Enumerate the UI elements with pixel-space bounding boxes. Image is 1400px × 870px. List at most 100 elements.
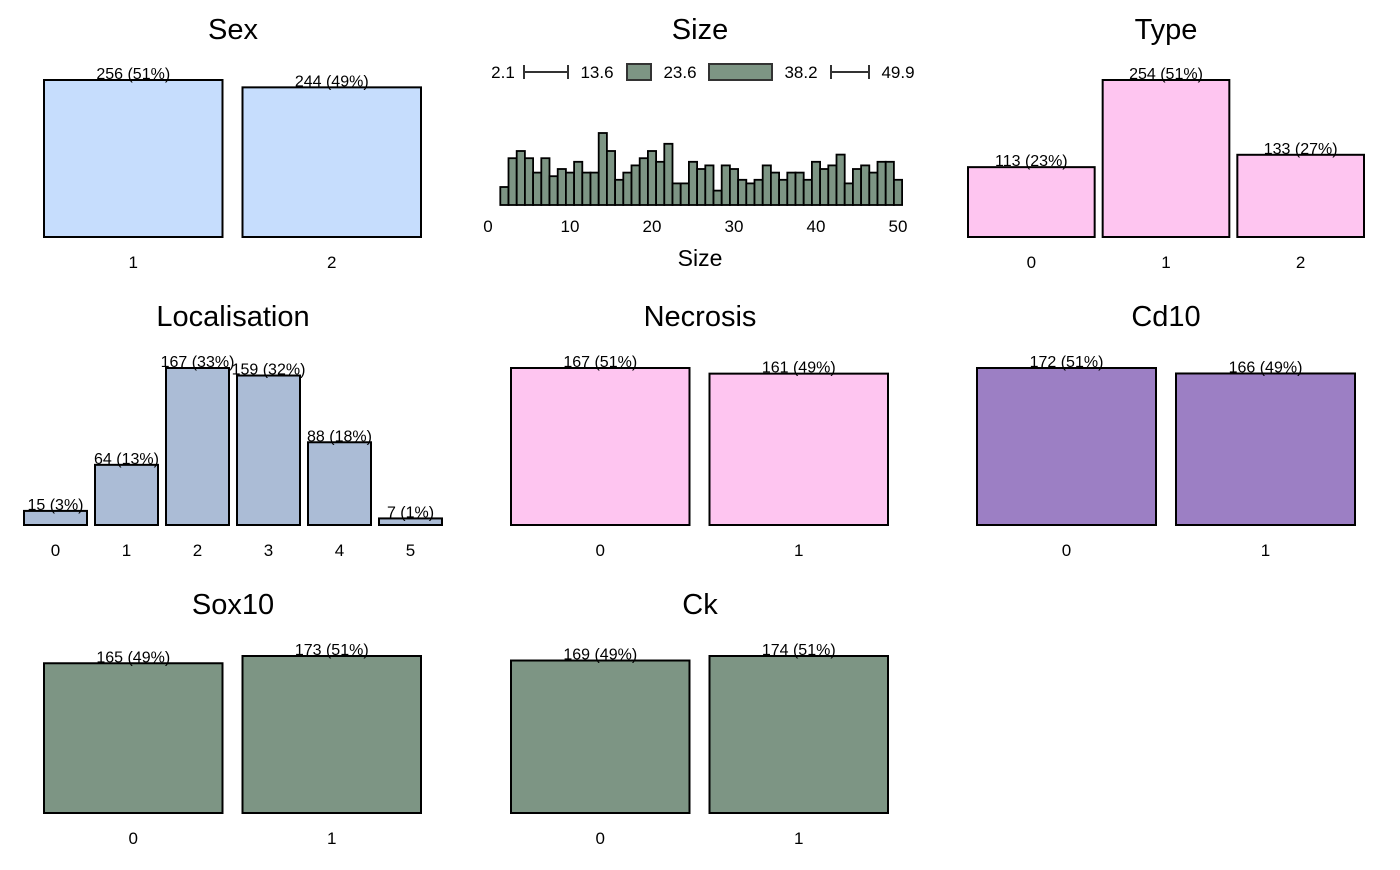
x-tick-label: 2 bbox=[327, 253, 336, 272]
hist-bar bbox=[852, 168, 863, 206]
hist-bar bbox=[655, 160, 666, 206]
hist-bar bbox=[614, 178, 625, 206]
hist-bar bbox=[753, 178, 764, 206]
bar-label: 174 (51%) bbox=[762, 642, 836, 659]
hist-bar bbox=[688, 160, 699, 206]
bar bbox=[378, 517, 443, 527]
x-tick-label: 0 bbox=[1027, 253, 1036, 272]
bar bbox=[241, 86, 422, 238]
iqr-box bbox=[626, 63, 652, 81]
x-axis-label: Size bbox=[678, 245, 723, 271]
hist-bar bbox=[597, 132, 608, 206]
hist-bar bbox=[860, 164, 871, 206]
x-tick-label: 4 bbox=[335, 541, 344, 560]
x-tick-label: 1 bbox=[1161, 253, 1170, 272]
hist-bar bbox=[589, 171, 600, 206]
bar bbox=[708, 655, 889, 814]
bar bbox=[967, 166, 1096, 239]
x-tick-label: 1 bbox=[327, 829, 336, 848]
panel-title: Sox10 bbox=[192, 589, 274, 621]
hist-bar bbox=[696, 168, 707, 206]
hist-bar bbox=[679, 182, 690, 206]
bar bbox=[94, 463, 159, 526]
hist-bar bbox=[606, 150, 617, 206]
summary-value: 49.9 bbox=[881, 63, 914, 82]
hist-bar bbox=[581, 171, 592, 206]
panel-sex: Sex 256 (51%) 1 244 (49%) 2 bbox=[43, 14, 422, 272]
bar-label: 256 (51%) bbox=[96, 66, 170, 83]
hist-bar bbox=[802, 178, 813, 206]
bar bbox=[236, 374, 301, 526]
bar-label: 133 (27%) bbox=[1264, 141, 1338, 158]
bar-label: 254 (51%) bbox=[1129, 66, 1203, 83]
hist-bar bbox=[737, 178, 748, 206]
bar-label: 15 (3%) bbox=[27, 497, 83, 514]
x-tick-label: 0 bbox=[51, 541, 60, 560]
bar-label: 64 (13%) bbox=[94, 451, 159, 468]
panel-title: Size bbox=[672, 14, 728, 46]
panel-sox10: Sox10 165 (49%) 0 173 (51%) 1 bbox=[43, 589, 422, 848]
x-tick-label: 50 bbox=[889, 217, 908, 236]
hist-bar bbox=[671, 182, 682, 206]
hist-bar bbox=[573, 160, 584, 206]
x-tick-label: 10 bbox=[561, 217, 580, 236]
x-tick-label: 20 bbox=[643, 217, 662, 236]
hist-bar bbox=[770, 171, 781, 206]
panel-cd10: Cd10 172 (51%) 0 166 (49%) 1 bbox=[976, 301, 1356, 560]
hist-bar bbox=[548, 175, 559, 206]
hist-bar bbox=[540, 157, 551, 206]
x-tick-label: 1 bbox=[129, 253, 138, 272]
hist-bar bbox=[638, 157, 649, 206]
hist-bar bbox=[778, 178, 789, 206]
bar bbox=[241, 655, 422, 814]
x-tick-label: 40 bbox=[807, 217, 826, 236]
panel-title: Ck bbox=[682, 589, 718, 621]
x-tick-label: 0 bbox=[596, 541, 605, 560]
panel-title: Sex bbox=[208, 14, 258, 46]
hist-bar bbox=[843, 182, 854, 206]
bar-label: 113 (23%) bbox=[995, 153, 1068, 170]
bar-label: 7 (1%) bbox=[387, 504, 434, 521]
hist-bar bbox=[663, 142, 674, 206]
bar-label: 167 (33%) bbox=[161, 354, 235, 371]
hist-bar bbox=[630, 164, 641, 206]
hist-bar bbox=[884, 160, 895, 206]
hist-bar bbox=[827, 164, 838, 206]
panel-title: Type bbox=[1135, 14, 1198, 46]
bar-label: 88 (18%) bbox=[307, 428, 372, 445]
bar bbox=[1101, 79, 1231, 238]
x-tick-label: 0 bbox=[483, 217, 492, 236]
summary-value: 2.1 bbox=[491, 63, 515, 82]
x-tick-label: 1 bbox=[794, 829, 803, 848]
hist-bar bbox=[720, 164, 731, 206]
hist-bar bbox=[745, 182, 756, 206]
hist-bar bbox=[712, 189, 723, 206]
hist-bar bbox=[704, 164, 715, 206]
hist-bar bbox=[893, 178, 904, 206]
hist-bar bbox=[794, 171, 805, 206]
x-tick-label: 30 bbox=[725, 217, 744, 236]
hist-bar bbox=[532, 171, 543, 206]
bar bbox=[307, 441, 372, 527]
bar bbox=[1175, 372, 1356, 526]
bar bbox=[510, 367, 691, 526]
bar bbox=[43, 79, 224, 238]
bar bbox=[23, 509, 88, 526]
hist-bar bbox=[761, 164, 772, 206]
iqr-box bbox=[708, 63, 773, 81]
summary-value: 23.6 bbox=[663, 63, 696, 82]
hist-bar bbox=[507, 157, 518, 206]
hist-bar bbox=[835, 153, 846, 206]
hist-bar bbox=[524, 157, 535, 206]
panel-localisation: Localisation 15 (3%) 0 64 (13%) 1 167 (33%) 2 1… bbox=[23, 301, 443, 560]
bar-label: 159 (32%) bbox=[232, 362, 306, 379]
x-tick-label: 1 bbox=[794, 541, 803, 560]
hist-bar bbox=[647, 150, 658, 206]
hist-bar bbox=[811, 160, 822, 206]
hist-bar bbox=[556, 168, 567, 206]
x-tick-label: 1 bbox=[1261, 541, 1270, 560]
x-tick-label: 3 bbox=[264, 541, 273, 560]
panel-necrosis: Necrosis 167 (51%) 0 161 (49%) 1 bbox=[510, 301, 889, 560]
panel-type: Type 113 (23%) 0 254 (51%) 1 133 (27%) 2 bbox=[967, 14, 1366, 272]
bar-label: 172 (51%) bbox=[1030, 354, 1104, 371]
